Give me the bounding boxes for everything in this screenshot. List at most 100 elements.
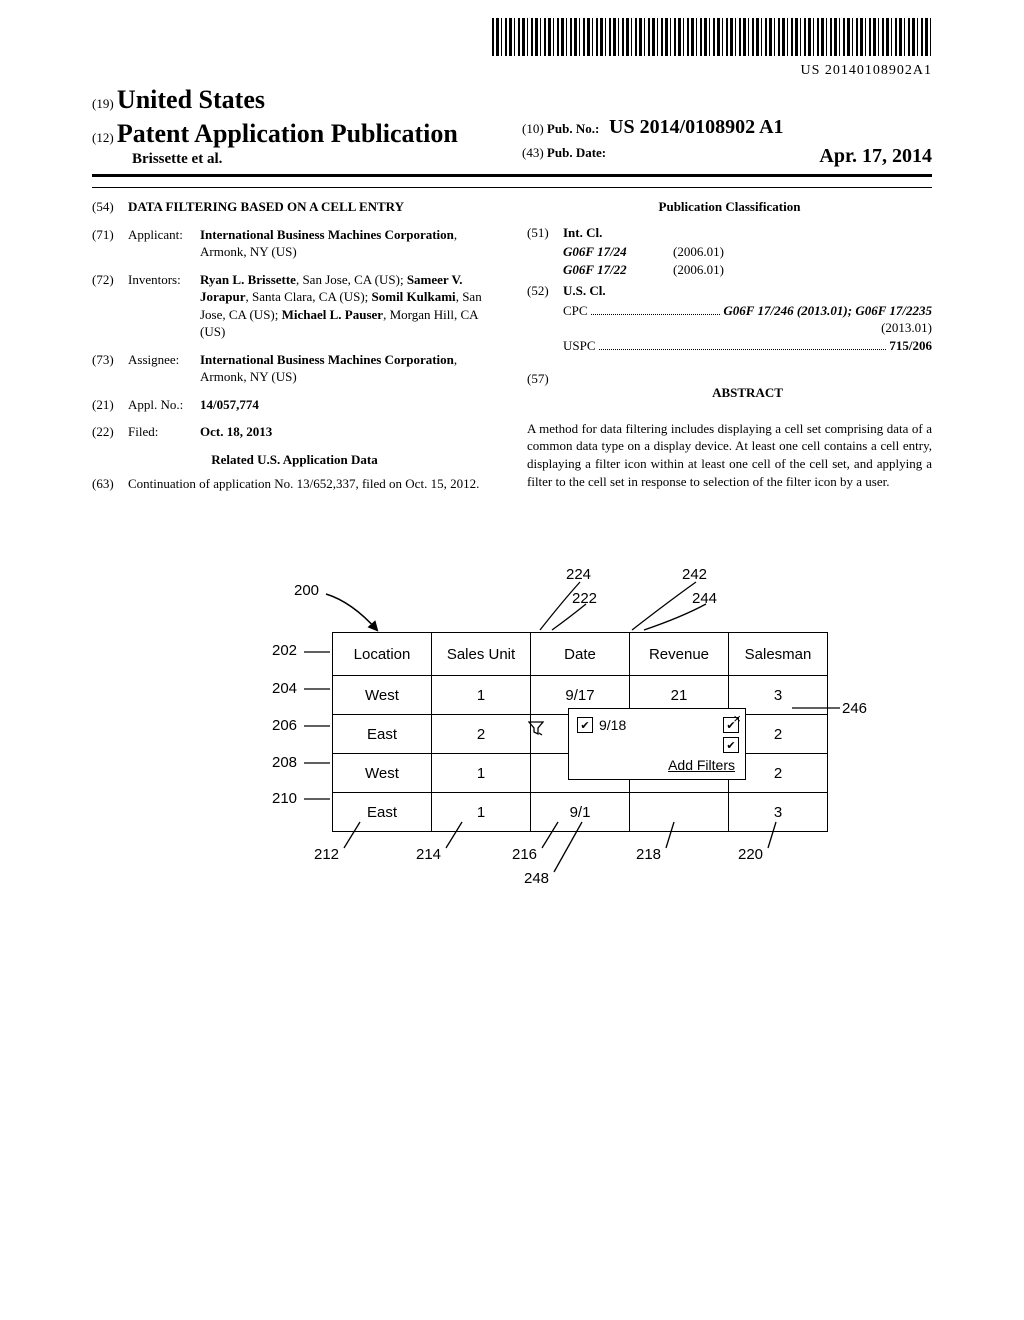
inventors-label: Inventors: xyxy=(128,271,200,341)
filed-val: Oct. 18, 2013 xyxy=(200,423,497,441)
filed-num: (22) xyxy=(92,423,128,441)
uscl-header: (52) U.S. Cl. xyxy=(527,282,932,300)
table-cell: 1 xyxy=(432,793,531,832)
inventor-loc: , San Jose, CA (US); xyxy=(296,272,407,287)
related-text: Continuation of application No. 13/652,3… xyxy=(128,475,497,493)
table-cell: East xyxy=(333,715,432,754)
filter-icon[interactable] xyxy=(528,720,544,736)
intcl-year: (2006.01) xyxy=(673,243,724,261)
intcl-label: Int. Cl. xyxy=(563,224,602,242)
inventor-loc: , Santa Clara, CA (US); xyxy=(246,289,372,304)
pubdate-line: (43) Pub. Date: Apr. 17, 2014 xyxy=(522,145,932,168)
dots-icon xyxy=(591,306,721,315)
inventors-content: Ryan L. Brissette, San Jose, CA (US); Sa… xyxy=(200,271,497,341)
pubno-line: (10) Pub. No.: US 2014/0108902 A1 xyxy=(522,116,932,139)
table-cell: 9/1 xyxy=(531,793,630,832)
filter-popup-row: ✔ 9/18 ✔ xyxy=(577,717,739,733)
figure-header-date: Date xyxy=(531,633,630,676)
filed-label: Filed: xyxy=(128,423,200,441)
pubno-label: Pub. No.: xyxy=(547,121,599,136)
table-row: East19/1 3 xyxy=(333,793,828,832)
table-cell: 3 xyxy=(729,793,828,832)
abstract-header: (57) ABSTRACT xyxy=(527,370,932,410)
intcl-header: (51) Int. Cl. xyxy=(527,224,932,242)
pubdate-label: Pub. Date: xyxy=(547,145,606,160)
pubno-value: US 2014/0108902 A1 xyxy=(609,116,783,138)
figure-header-location: Location xyxy=(333,633,432,676)
filter-popup: × ✔ 9/18 ✔ ✔ Add Filters xyxy=(568,708,746,780)
add-filters-link[interactable]: Add Filters xyxy=(577,757,739,773)
applno-field: (21) Appl. No.: 14/057,774 xyxy=(92,396,497,414)
inventors-field: (72) Inventors: Ryan L. Brissette, San J… xyxy=(92,271,497,341)
applicant-num: (71) xyxy=(92,226,128,261)
abstract-body: A method for data filtering includes dis… xyxy=(527,420,932,490)
filter-popup-row: ✔ xyxy=(577,737,739,753)
pubdate-prefix: (43) xyxy=(522,145,544,160)
uspc-tail: 715/206 xyxy=(889,337,932,355)
title-text: DATA FILTERING BASED ON A CELL ENTRY xyxy=(128,198,497,216)
country-prefix: (19) xyxy=(92,96,114,111)
pub-type-prefix: (12) xyxy=(92,130,114,145)
country-line: (19) United States xyxy=(92,85,502,115)
applicant-name: International Business Machines Corporat… xyxy=(200,227,454,242)
close-icon[interactable]: × xyxy=(733,711,741,726)
applno-val: 14/057,774 xyxy=(200,396,497,414)
table-cell: 1 xyxy=(432,676,531,715)
classification-title: Publication Classification xyxy=(527,198,932,216)
table-cell: West xyxy=(333,754,432,793)
applicant-field: (71) Applicant: International Business M… xyxy=(92,226,497,261)
pub-type-line: (12) Patent Application Publication xyxy=(92,119,502,149)
uspc-line: USPC 715/206 xyxy=(527,337,932,355)
assignee-name: International Business Machines Corporat… xyxy=(200,352,454,367)
country-name: United States xyxy=(117,85,265,114)
table-cell: 1 xyxy=(432,754,531,793)
barcode-text: US 20140108902A1 xyxy=(92,63,932,79)
table-cell: East xyxy=(333,793,432,832)
checkbox-icon[interactable]: ✔ xyxy=(577,717,593,733)
intcl-num: (51) xyxy=(527,224,563,242)
intcl-code: G06F 17/22 xyxy=(563,261,673,279)
title-field: (54) DATA FILTERING BASED ON A CELL ENTR… xyxy=(92,198,497,216)
applicant-label: Applicant: xyxy=(128,226,200,261)
table-cell: 2 xyxy=(432,715,531,754)
cpc-lead: CPC xyxy=(563,302,588,320)
divider-thick xyxy=(92,174,932,177)
applno-label: Appl. No.: xyxy=(128,396,200,414)
dots-icon xyxy=(599,341,887,350)
inventors-num: (72) xyxy=(92,271,128,341)
abstract-title: ABSTRACT xyxy=(563,384,932,402)
pub-type: Patent Application Publication xyxy=(117,119,458,148)
applno-num: (21) xyxy=(92,396,128,414)
intcl-row: G06F 17/24(2006.01) xyxy=(527,243,932,261)
cpc-sub: (2013.01) xyxy=(527,319,932,337)
related-field: (63) Continuation of application No. 13/… xyxy=(92,475,497,493)
assignee-label: Assignee: xyxy=(128,351,200,386)
intcl-row: G06F 17/22(2006.01) xyxy=(527,261,932,279)
inventor-name: Somil Kulkami xyxy=(372,289,456,304)
inventor-name: Ryan L. Brissette xyxy=(200,272,296,287)
filter-item-1: 9/18 xyxy=(599,717,626,733)
table-cell xyxy=(630,793,729,832)
abstract-num: (57) xyxy=(527,370,563,410)
patent-figure: 200 202 204 206 208 210 212 214 216 248 … xyxy=(92,552,932,912)
barcode-block: US 20140108902A1 xyxy=(92,18,932,79)
inventor-name: Michael L. Pauser xyxy=(282,307,383,322)
authors-short: Brissette et al. xyxy=(92,151,502,168)
figure-header-salesman: Salesman xyxy=(729,633,828,676)
related-title: Related U.S. Application Data xyxy=(92,451,497,469)
table-cell: West xyxy=(333,676,432,715)
figure-header-revenue: Revenue xyxy=(630,633,729,676)
pubdate-value: Apr. 17, 2014 xyxy=(819,145,932,168)
intcl-year: (2006.01) xyxy=(673,261,724,279)
related-num: (63) xyxy=(92,475,128,493)
divider-thin xyxy=(92,187,932,188)
checkbox-icon[interactable]: ✔ xyxy=(723,737,739,753)
assignee-field: (73) Assignee: International Business Ma… xyxy=(92,351,497,386)
uscl-num: (52) xyxy=(527,282,563,300)
cpc-tail: G06F 17/246 (2013.01); G06F 17/2235 xyxy=(723,302,932,320)
barcode-graphic xyxy=(492,18,932,56)
figure-header-salesunit: Sales Unit xyxy=(432,633,531,676)
title-num: (54) xyxy=(92,198,128,216)
filed-field: (22) Filed: Oct. 18, 2013 xyxy=(92,423,497,441)
assignee-num: (73) xyxy=(92,351,128,386)
